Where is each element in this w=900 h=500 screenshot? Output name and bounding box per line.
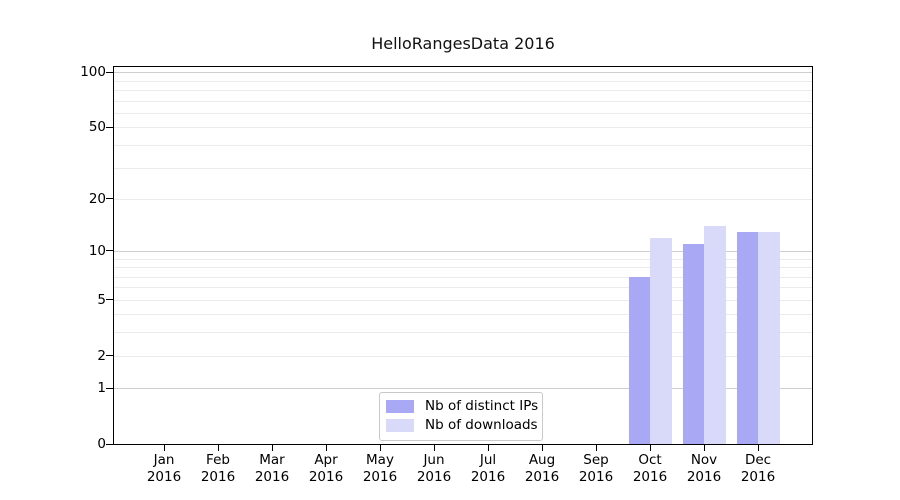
x-tick-mark (325, 445, 327, 451)
gridline-minor (114, 267, 812, 269)
y-tick-mark (106, 126, 113, 128)
x-tick-year: 2016 (578, 469, 614, 485)
y-tick-mark (106, 443, 113, 445)
y-tick-mark (106, 355, 113, 357)
y-tick-label: 20 (88, 190, 106, 207)
y-tick-label: 1 (97, 380, 106, 397)
x-tick-month: Dec (744, 452, 772, 468)
gridline-minor (114, 167, 812, 169)
bar-downloads (650, 237, 672, 444)
x-tick-label: Oct 2016 (620, 452, 680, 486)
y-tick-mark (106, 198, 113, 200)
gridline-minor (114, 113, 812, 115)
x-tick-mark (379, 445, 381, 451)
x-tick-month: Mar (259, 452, 285, 468)
legend-item: Nb of distinct IPs (386, 397, 538, 416)
x-tick-month: Feb (206, 452, 230, 468)
x-tick-mark (703, 445, 705, 451)
gridline-minor (114, 258, 812, 260)
x-tick-label: Jul 2016 (458, 452, 518, 486)
x-tick-label: Jan 2016 (134, 452, 194, 486)
x-tick-label: Sep 2016 (566, 452, 626, 486)
x-tick-month: Aug (528, 452, 556, 468)
gridline-minor (114, 145, 812, 147)
bar-distinct-ips (628, 276, 650, 444)
gridline-minor (114, 299, 812, 301)
x-tick-month: May (366, 452, 394, 468)
x-tick-year: 2016 (254, 469, 290, 485)
gridline-minor (114, 314, 812, 316)
gridline-minor (114, 287, 812, 289)
bar-downloads (758, 231, 780, 444)
gridline-major (114, 72, 812, 74)
legend-swatch-downloads (386, 419, 414, 432)
gridline-major (114, 250, 812, 252)
x-tick-label: Aug 2016 (512, 452, 572, 486)
y-tick-label: 50 (88, 119, 106, 136)
x-tick-mark (433, 445, 435, 451)
x-tick-label: Nov 2016 (674, 452, 734, 486)
y-tick-mark (106, 250, 113, 252)
gridline-major (114, 388, 812, 390)
x-tick-year: 2016 (632, 469, 668, 485)
x-tick-month: Jul (479, 452, 497, 468)
x-tick-year: 2016 (740, 469, 776, 485)
x-tick-mark (649, 445, 651, 451)
x-tick-year: 2016 (146, 469, 182, 485)
x-tick-month: Jan (153, 452, 175, 468)
x-tick-label: May 2016 (350, 452, 410, 486)
x-tick-label: Jun 2016 (404, 452, 464, 486)
x-tick-month: Jun (423, 452, 445, 468)
y-tick-mark (106, 299, 113, 301)
gridline-minor (114, 90, 812, 92)
x-tick-label: Mar 2016 (242, 452, 302, 486)
x-tick-year: 2016 (200, 469, 236, 485)
x-tick-year: 2016 (524, 469, 560, 485)
legend-swatch-distinct-ips (386, 400, 414, 413)
x-tick-mark (271, 445, 273, 451)
y-tick-mark (106, 71, 113, 73)
x-tick-label: Apr 2016 (296, 452, 356, 486)
bar-distinct-ips (736, 231, 758, 444)
x-tick-mark (217, 445, 219, 451)
y-tick-label: 2 (97, 347, 106, 364)
gridline-minor (114, 355, 812, 357)
x-tick-mark (541, 445, 543, 451)
bar-distinct-ips (682, 243, 704, 444)
plot-area (113, 66, 813, 445)
gridline-minor (114, 276, 812, 278)
x-tick-mark (757, 445, 759, 451)
bar-downloads (704, 226, 726, 444)
x-tick-mark (163, 445, 165, 451)
x-tick-mark (595, 445, 597, 451)
legend-label: Nb of distinct IPs (425, 398, 539, 414)
gridline-minor (114, 198, 812, 200)
y-tick-label: 10 (88, 242, 106, 259)
x-tick-year: 2016 (686, 469, 722, 485)
legend-item: Nb of downloads (386, 416, 538, 435)
x-tick-year: 2016 (416, 469, 452, 485)
y-tick-label: 5 (97, 291, 106, 308)
y-tick-label: 100 (80, 64, 106, 81)
x-tick-month: Apr (314, 452, 338, 468)
x-tick-mark (487, 445, 489, 451)
x-tick-month: Sep (583, 452, 609, 468)
x-tick-label: Feb 2016 (188, 452, 248, 486)
gridline-minor (114, 127, 812, 129)
x-tick-year: 2016 (308, 469, 344, 485)
x-tick-month: Oct (638, 452, 662, 468)
x-tick-label: Dec 2016 (728, 452, 788, 486)
x-tick-month: Nov (690, 452, 718, 468)
gridline-minor (114, 80, 812, 82)
x-tick-year: 2016 (470, 469, 506, 485)
gridline-minor (114, 100, 812, 102)
gridline-minor (114, 332, 812, 334)
y-tick-label: 0 (97, 436, 106, 452)
legend: Nb of distinct IPs Nb of downloads (379, 392, 543, 441)
y-tick-mark (106, 387, 113, 389)
x-tick-year: 2016 (362, 469, 398, 485)
chart-title: HelloRangesData 2016 (371, 34, 555, 53)
legend-label: Nb of downloads (425, 417, 538, 433)
